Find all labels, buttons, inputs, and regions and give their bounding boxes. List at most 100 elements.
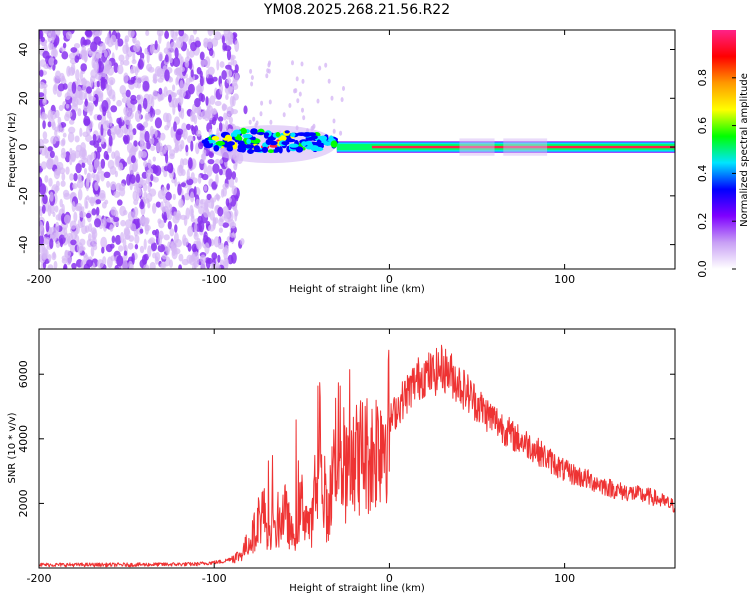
noise-blob bbox=[154, 108, 161, 116]
noise-blob bbox=[85, 212, 92, 219]
band-cell bbox=[203, 140, 210, 146]
colorbar-tick-label: 0.4 bbox=[696, 165, 709, 183]
noise-blob bbox=[199, 51, 205, 61]
noise-blob bbox=[166, 163, 174, 173]
noise-blob bbox=[204, 42, 208, 49]
noise-blob bbox=[223, 112, 227, 121]
snr-series-line bbox=[39, 344, 675, 568]
noise-blob bbox=[88, 233, 92, 242]
noise-blob bbox=[203, 208, 210, 218]
noise-blob bbox=[185, 207, 190, 220]
noise-blob bbox=[188, 49, 195, 58]
noise-blob bbox=[116, 255, 124, 267]
noise-blob bbox=[116, 117, 121, 124]
noise-blob bbox=[88, 96, 96, 102]
noise-blob bbox=[212, 163, 220, 174]
noise-blob bbox=[293, 88, 297, 94]
noise-blob bbox=[158, 87, 163, 95]
noise-blob bbox=[61, 203, 65, 215]
noise-blob bbox=[145, 30, 150, 36]
noise-blob bbox=[126, 106, 133, 113]
noise-blob bbox=[144, 47, 148, 55]
noise-blob bbox=[62, 42, 67, 49]
snr-y-ticks: 2000 4000 6000 bbox=[17, 360, 675, 517]
noise-blob bbox=[130, 174, 136, 184]
noise-blob bbox=[109, 243, 115, 249]
noise-blob bbox=[81, 206, 85, 213]
noise-blob bbox=[221, 104, 228, 111]
noise-blob bbox=[50, 135, 57, 145]
noise-blob bbox=[148, 168, 154, 176]
noise-blob bbox=[169, 259, 173, 268]
noise-blob bbox=[225, 120, 229, 131]
noise-blob bbox=[191, 243, 198, 253]
noise-blob bbox=[106, 111, 112, 119]
colorbar-gradient bbox=[712, 30, 736, 269]
noise-blob bbox=[90, 227, 97, 235]
noise-blob bbox=[47, 121, 52, 128]
noise-blob bbox=[84, 30, 92, 37]
noise-blob bbox=[103, 216, 107, 228]
noise-blob bbox=[96, 52, 103, 59]
noise-blob bbox=[95, 199, 102, 205]
spectrogram-x-axis-label: Height of straight line (km) bbox=[289, 284, 425, 295]
noise-blob bbox=[94, 218, 101, 228]
noise-blob bbox=[216, 59, 220, 71]
noise-blob bbox=[75, 69, 80, 81]
noise-blob bbox=[80, 259, 85, 269]
noise-blob bbox=[53, 59, 58, 65]
spectrogram-y-tick-label: -40 bbox=[17, 236, 30, 254]
noise-blob bbox=[186, 178, 194, 186]
noise-blob bbox=[222, 183, 230, 190]
noise-blob bbox=[203, 163, 207, 175]
noise-blob bbox=[214, 100, 222, 107]
spectrogram-x-ticks: -200 -100 0 100 bbox=[27, 30, 575, 286]
noise-blob bbox=[172, 57, 181, 68]
noise-blob bbox=[225, 94, 229, 100]
noise-blob bbox=[63, 192, 71, 200]
noise-blob bbox=[248, 119, 252, 125]
noise-blob bbox=[77, 188, 83, 201]
noise-blob bbox=[90, 152, 96, 160]
noise-blob bbox=[55, 214, 61, 221]
noise-blob bbox=[152, 156, 156, 162]
noise-blob bbox=[150, 145, 156, 152]
noise-blob bbox=[55, 135, 61, 142]
noise-blob bbox=[117, 162, 124, 171]
noise-blob bbox=[204, 56, 211, 69]
noise-blob bbox=[233, 162, 238, 171]
noise-blob bbox=[158, 230, 164, 240]
noise-blob bbox=[291, 60, 294, 66]
noise-blob bbox=[139, 132, 145, 145]
noise-blob bbox=[282, 112, 286, 118]
noise-blob bbox=[41, 204, 46, 214]
noise-blob bbox=[191, 253, 195, 263]
noise-blob bbox=[234, 176, 238, 183]
noise-blob bbox=[316, 98, 320, 104]
noise-blob bbox=[185, 77, 191, 86]
noise-blob bbox=[107, 128, 112, 137]
noise-blob bbox=[84, 98, 88, 107]
noise-blob bbox=[164, 69, 170, 82]
noise-blob bbox=[54, 185, 60, 192]
noise-blob bbox=[221, 35, 225, 45]
noise-blob bbox=[68, 52, 76, 60]
noise-blob bbox=[77, 108, 82, 117]
noise-blob bbox=[219, 158, 224, 164]
band-cell bbox=[261, 146, 269, 153]
noise-blob bbox=[69, 173, 74, 181]
band-cell bbox=[278, 146, 283, 154]
noise-blob bbox=[300, 61, 304, 67]
noise-blob bbox=[185, 144, 189, 153]
noise-blob bbox=[147, 159, 152, 169]
noise-blob bbox=[222, 42, 228, 51]
noise-blob bbox=[267, 68, 271, 74]
noise-blob bbox=[204, 257, 211, 264]
noise-blob bbox=[48, 254, 52, 262]
noise-blob bbox=[74, 135, 80, 143]
noise-blob bbox=[115, 40, 119, 51]
noise-blob bbox=[166, 119, 171, 129]
noise-blob bbox=[133, 43, 141, 53]
noise-blob bbox=[88, 196, 96, 204]
noise-blob bbox=[174, 224, 178, 233]
